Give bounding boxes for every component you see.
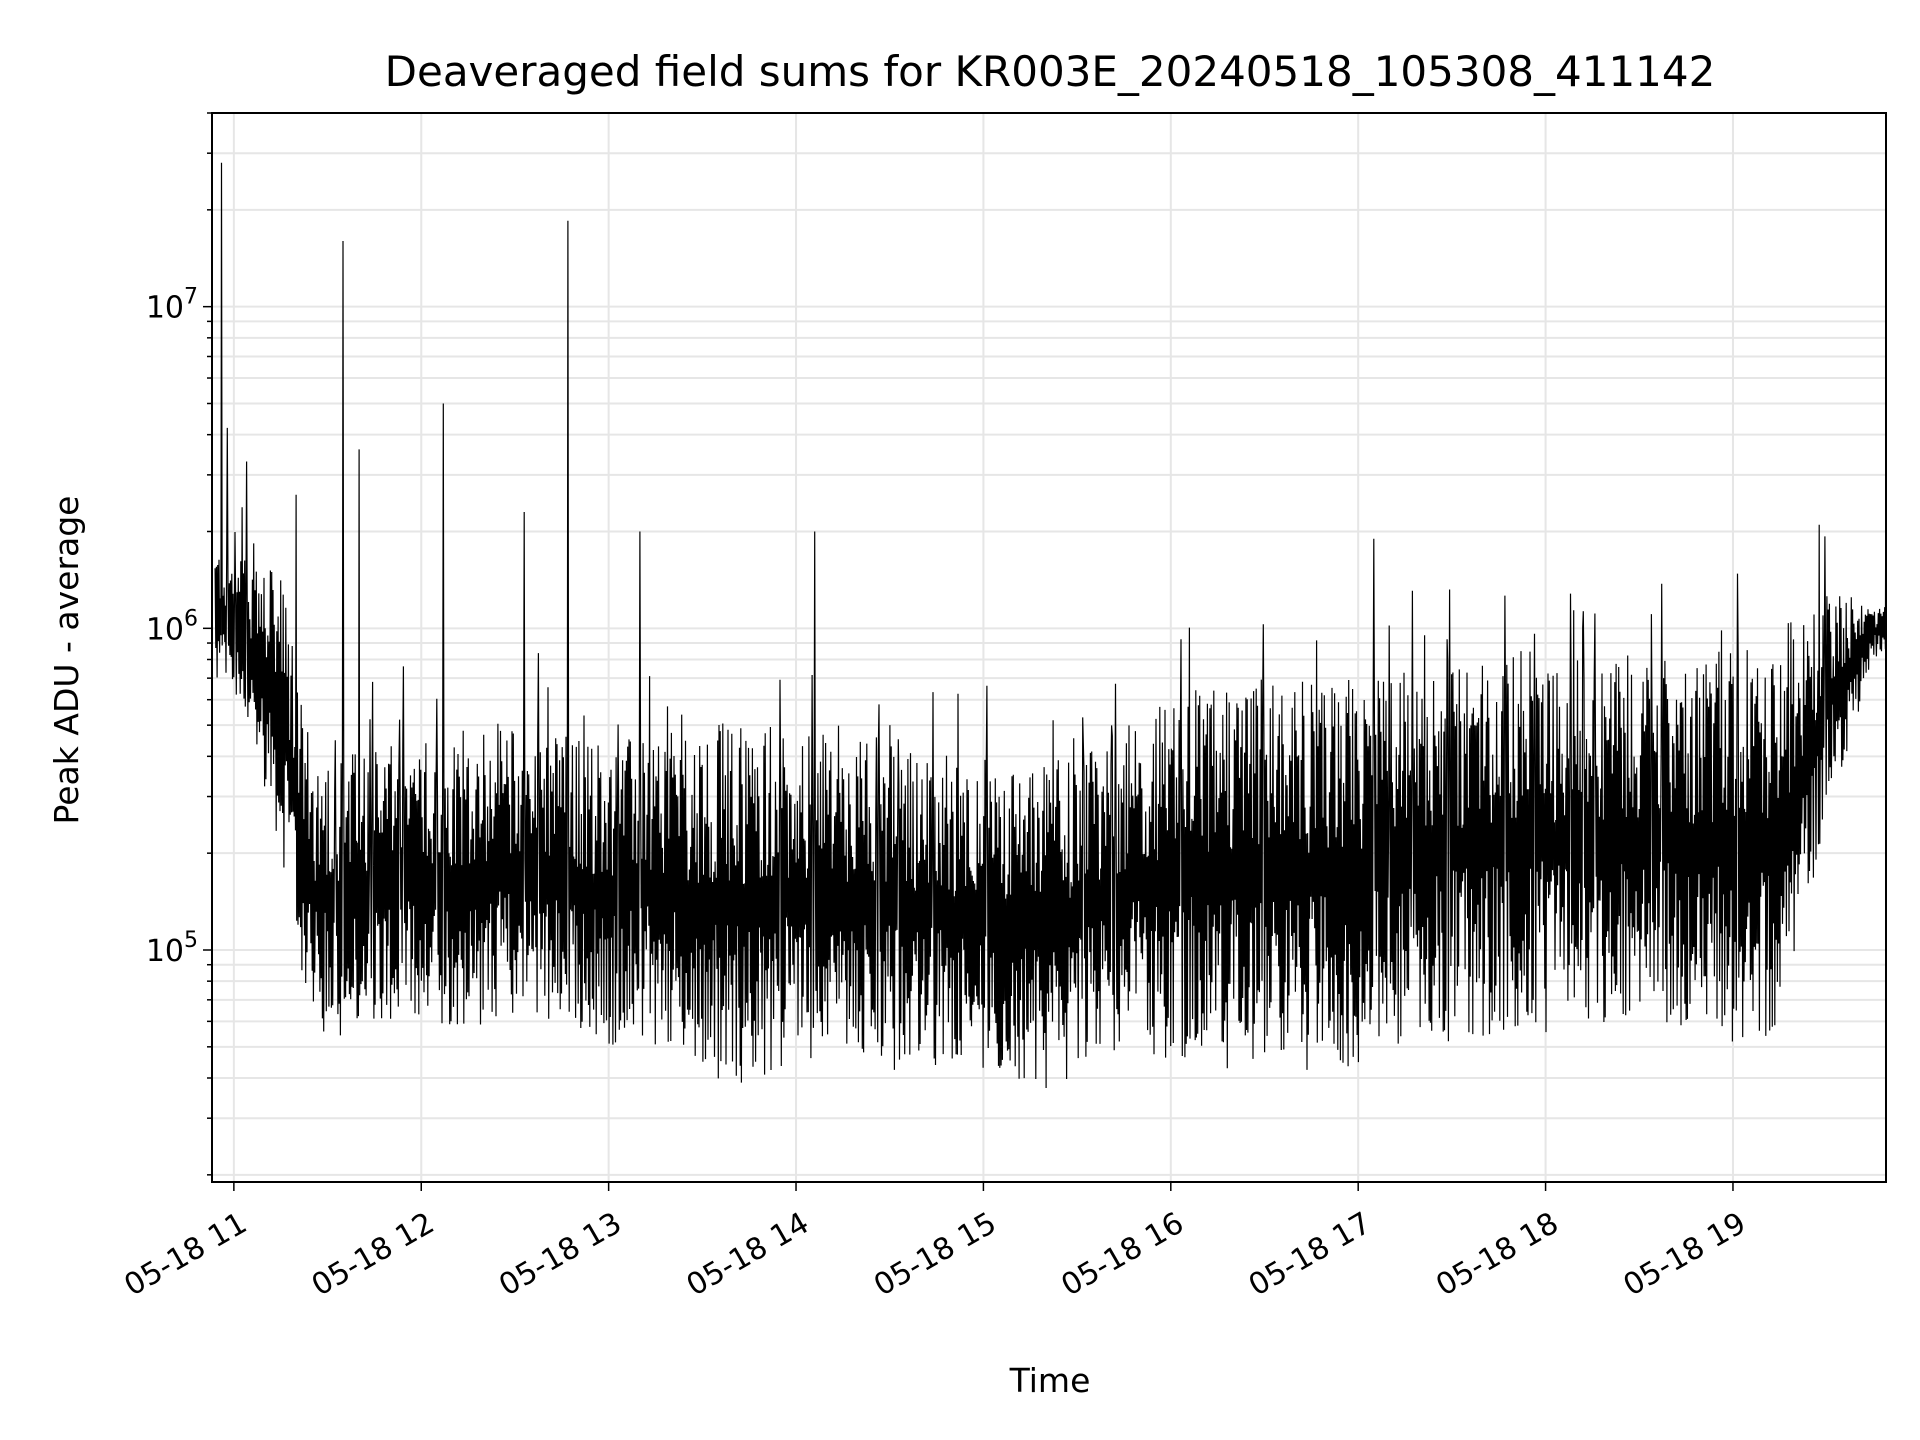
data-line [214, 162, 1886, 1089]
plot-frame [211, 112, 1887, 1183]
y-tick-label: 105 [146, 928, 198, 969]
series-line [214, 162, 1886, 1089]
chart-title: Deaveraged field sums for KR003E_2024051… [385, 47, 1716, 96]
x-axis-label: Time [1009, 1361, 1091, 1400]
y-axis-label: Peak ADU - average [47, 496, 86, 825]
y-tick-label: 106 [146, 606, 198, 647]
y-tick-label: 107 [146, 285, 198, 326]
